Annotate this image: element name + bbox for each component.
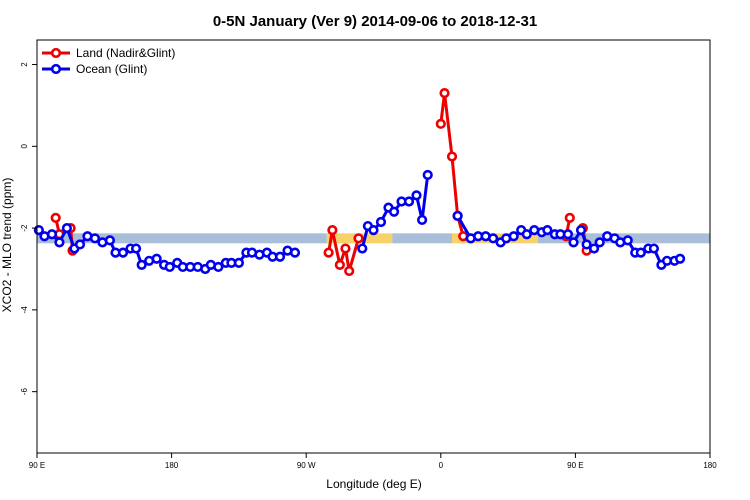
x-tick-label: 180 bbox=[165, 461, 179, 470]
data-point-0 bbox=[439, 88, 450, 99]
legend-label-1: Ocean (Glint) bbox=[76, 62, 147, 76]
data-point-0 bbox=[340, 243, 351, 254]
ocean-band bbox=[37, 233, 327, 244]
y-axis: 2 0 -2 -4 -6 bbox=[20, 62, 37, 395]
data-point-0 bbox=[353, 233, 364, 244]
y-tick-label: 0 bbox=[20, 144, 29, 149]
data-point-0 bbox=[435, 118, 446, 129]
data-point-1 bbox=[568, 237, 579, 248]
data-point-1 bbox=[289, 247, 301, 258]
data-point-1 bbox=[46, 229, 58, 240]
data-point-0 bbox=[446, 151, 458, 162]
data-point-1 bbox=[648, 243, 660, 254]
legend: Land (Nadir&Glint) Ocean (Glint) bbox=[42, 46, 175, 76]
data-point-1 bbox=[117, 247, 129, 258]
data-point-1 bbox=[674, 253, 686, 264]
ocean-band bbox=[392, 233, 453, 244]
data-point-1 bbox=[417, 214, 428, 226]
legend-marker-0 bbox=[50, 47, 62, 59]
data-point-1 bbox=[508, 231, 519, 242]
data-point-1 bbox=[403, 196, 415, 207]
data-point-1 bbox=[233, 257, 244, 268]
series-layer bbox=[33, 88, 686, 277]
data-point-1 bbox=[581, 239, 592, 250]
data-point-1 bbox=[74, 239, 86, 250]
data-point-1 bbox=[452, 210, 463, 221]
data-point-1 bbox=[164, 261, 175, 273]
data-point-0 bbox=[344, 265, 355, 277]
data-point-1 bbox=[61, 222, 73, 234]
data-point-1 bbox=[54, 237, 65, 248]
x-axis-label: Longitude (deg E) bbox=[326, 477, 421, 491]
x-tick-label: 180 bbox=[703, 461, 717, 470]
legend-label-0: Land (Nadir&Glint) bbox=[76, 46, 175, 60]
data-point-0 bbox=[323, 247, 334, 258]
data-point-1 bbox=[521, 229, 532, 240]
data-point-1 bbox=[368, 225, 379, 236]
data-point-1 bbox=[375, 216, 387, 228]
data-point-1 bbox=[136, 259, 147, 271]
data-point-1 bbox=[542, 225, 553, 236]
legend-marker-1 bbox=[50, 63, 62, 75]
y-tick-label: 2 bbox=[20, 62, 29, 67]
data-point-1 bbox=[575, 225, 587, 236]
y-tick-label: -6 bbox=[20, 388, 29, 396]
plot-frame bbox=[36, 39, 711, 454]
data-point-0 bbox=[50, 212, 61, 223]
data-point-1 bbox=[588, 243, 600, 254]
data-point-1 bbox=[388, 206, 400, 217]
data-point-1 bbox=[274, 251, 286, 262]
data-point-1 bbox=[89, 233, 101, 244]
data-point-1 bbox=[635, 247, 646, 258]
data-point-0 bbox=[564, 212, 575, 223]
x-axis: 90 E 180 90 W 0 90 E 180 bbox=[29, 453, 717, 470]
data-point-1 bbox=[594, 237, 605, 248]
y-tick-label: -4 bbox=[20, 306, 29, 314]
data-point-1 bbox=[104, 235, 116, 246]
data-point-1 bbox=[622, 235, 633, 246]
chart-title: 0-5N January (Ver 9) 2014-09-06 to 2018-… bbox=[213, 13, 537, 30]
x-tick-label: 0 bbox=[439, 461, 444, 470]
y-axis-label: XCO2 - MLO trend (ppm) bbox=[0, 178, 14, 313]
data-point-0 bbox=[327, 225, 338, 236]
y-tick-label: -2 bbox=[20, 224, 29, 232]
data-point-1 bbox=[562, 229, 574, 240]
data-point-1 bbox=[130, 243, 142, 254]
data-point-1 bbox=[357, 243, 368, 254]
data-point-1 bbox=[422, 169, 433, 181]
data-point-0 bbox=[334, 259, 345, 271]
data-point-1 bbox=[411, 190, 422, 201]
x-tick-label: 90 E bbox=[567, 461, 583, 470]
data-point-1 bbox=[213, 261, 224, 273]
x-tick-label: 90 W bbox=[297, 461, 316, 470]
data-point-1 bbox=[488, 233, 499, 244]
x-tick-label: 90 E bbox=[29, 461, 45, 470]
data-point-1 bbox=[151, 253, 162, 264]
